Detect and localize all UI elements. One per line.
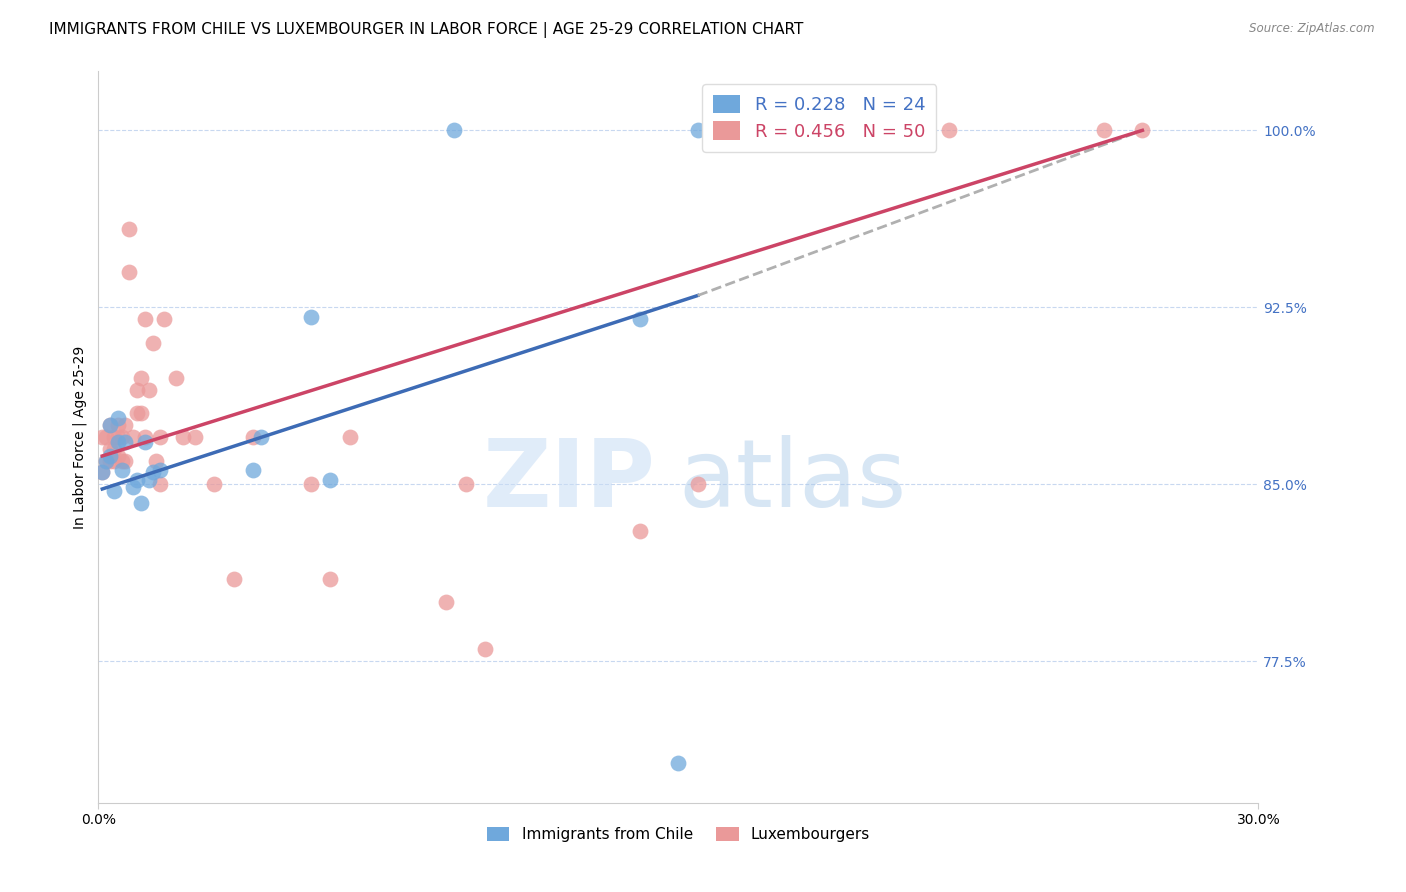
- Point: [129, 371, 152, 385]
- Point: [129, 496, 152, 510]
- Point: [145, 453, 167, 467]
- Point: [242, 463, 264, 477]
- Point: [91, 430, 114, 444]
- Point: [783, 123, 806, 137]
- Text: Source: ZipAtlas.com: Source: ZipAtlas.com: [1250, 22, 1375, 36]
- Text: IMMIGRANTS FROM CHILE VS LUXEMBOURGER IN LABOR FORCE | AGE 25-29 CORRELATION CHA: IMMIGRANTS FROM CHILE VS LUXEMBOURGER IN…: [49, 22, 804, 38]
- Point: [686, 477, 709, 491]
- Point: [91, 466, 114, 480]
- Point: [103, 442, 125, 456]
- Point: [134, 312, 156, 326]
- Point: [204, 477, 226, 491]
- Point: [129, 407, 152, 421]
- Point: [98, 418, 121, 433]
- Point: [474, 642, 496, 657]
- Point: [98, 442, 121, 456]
- Point: [172, 430, 194, 444]
- Legend: Immigrants from Chile, Luxembourgers: Immigrants from Chile, Luxembourgers: [479, 820, 877, 850]
- Point: [149, 477, 172, 491]
- Point: [96, 453, 118, 467]
- Point: [103, 484, 125, 499]
- Point: [114, 418, 136, 433]
- Point: [107, 434, 129, 449]
- Point: [127, 407, 149, 421]
- Point: [1092, 123, 1115, 137]
- Point: [134, 434, 156, 449]
- Point: [339, 430, 361, 444]
- Point: [107, 449, 129, 463]
- Point: [122, 480, 145, 494]
- Point: [141, 335, 165, 350]
- Point: [222, 572, 245, 586]
- Point: [96, 453, 118, 467]
- Point: [111, 463, 132, 477]
- Point: [319, 473, 342, 487]
- Point: [1132, 123, 1154, 137]
- Point: [454, 477, 477, 491]
- Point: [118, 265, 141, 279]
- Point: [98, 418, 121, 433]
- Point: [165, 371, 187, 385]
- Point: [111, 430, 132, 444]
- Text: ZIP: ZIP: [482, 435, 655, 527]
- Point: [149, 463, 172, 477]
- Point: [149, 430, 172, 444]
- Point: [103, 430, 125, 444]
- Point: [91, 466, 114, 480]
- Point: [114, 453, 136, 467]
- Point: [114, 434, 136, 449]
- Point: [127, 383, 149, 397]
- Point: [628, 312, 651, 326]
- Point: [299, 477, 322, 491]
- Point: [938, 123, 960, 137]
- Point: [96, 430, 118, 444]
- Point: [138, 473, 160, 487]
- Point: [666, 756, 689, 770]
- Point: [184, 430, 207, 444]
- Point: [628, 524, 651, 539]
- Point: [107, 418, 129, 433]
- Point: [107, 430, 129, 444]
- Point: [118, 222, 141, 236]
- Point: [319, 572, 342, 586]
- Point: [686, 123, 709, 137]
- Point: [443, 123, 465, 137]
- Point: [436, 595, 458, 609]
- Point: [250, 430, 273, 444]
- Point: [299, 310, 322, 324]
- Point: [127, 473, 149, 487]
- Y-axis label: In Labor Force | Age 25-29: In Labor Force | Age 25-29: [73, 345, 87, 529]
- Point: [138, 383, 160, 397]
- Point: [134, 430, 156, 444]
- Point: [122, 430, 145, 444]
- Point: [153, 312, 176, 326]
- Text: atlas: atlas: [678, 435, 907, 527]
- Point: [98, 453, 121, 467]
- Point: [107, 411, 129, 425]
- Point: [141, 466, 165, 480]
- Point: [103, 453, 125, 467]
- Point: [111, 453, 132, 467]
- Point: [98, 449, 121, 463]
- Point: [242, 430, 264, 444]
